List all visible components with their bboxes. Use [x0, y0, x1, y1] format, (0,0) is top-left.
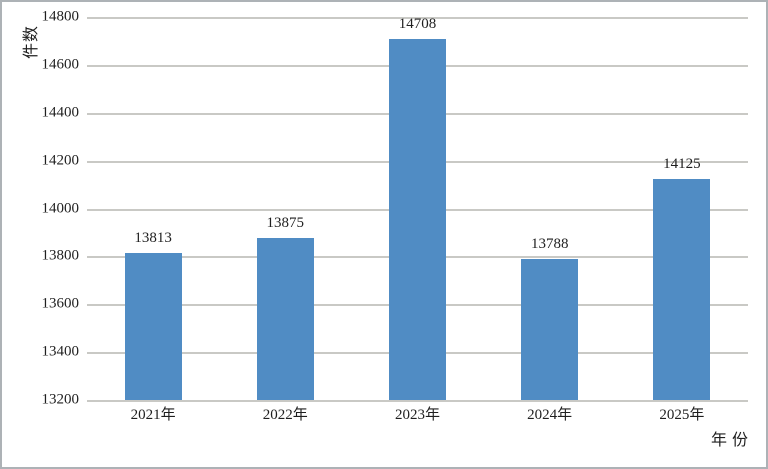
bar-value-label: 13875	[266, 215, 305, 232]
bar-value-label: 13813	[134, 230, 172, 247]
y-tick-label: 14400	[41, 104, 80, 121]
bar-value-label: 13788	[530, 236, 569, 253]
y-tick-label: 13400	[41, 343, 80, 360]
x-tick-label: 2022年	[262, 407, 308, 423]
x-tick-label: 2025年	[659, 407, 705, 423]
bar-2021年	[124, 253, 182, 400]
y-tick-label: 13800	[41, 247, 80, 264]
bar-value-label: 14708	[398, 16, 437, 33]
y-tick-label: 13600	[41, 295, 80, 312]
plot-area: 13200 13400 13600 13800 14000 14200 14400 14600…	[42, 9, 748, 423]
bar-2023年	[389, 39, 446, 400]
x-axis-title: 年份	[710, 432, 753, 449]
y-tick-label: 13200	[41, 391, 80, 408]
y-tick-label: 14200	[41, 152, 80, 169]
bar-2024年	[521, 259, 579, 400]
y-tick-label: 14600	[41, 56, 80, 73]
bar-2025年	[653, 178, 711, 400]
gridline	[87, 400, 748, 402]
bar-value-label: 14125	[663, 155, 701, 172]
x-tick-label: 2023年	[394, 407, 441, 423]
y-tick-label: 14000	[41, 200, 80, 216]
y-tick-label: 14800	[41, 8, 80, 25]
x-tick-label: 2024年	[527, 407, 573, 423]
bar-2022年	[256, 238, 314, 400]
gridline	[87, 17, 748, 19]
x-tick-label: 2021年	[130, 407, 176, 423]
